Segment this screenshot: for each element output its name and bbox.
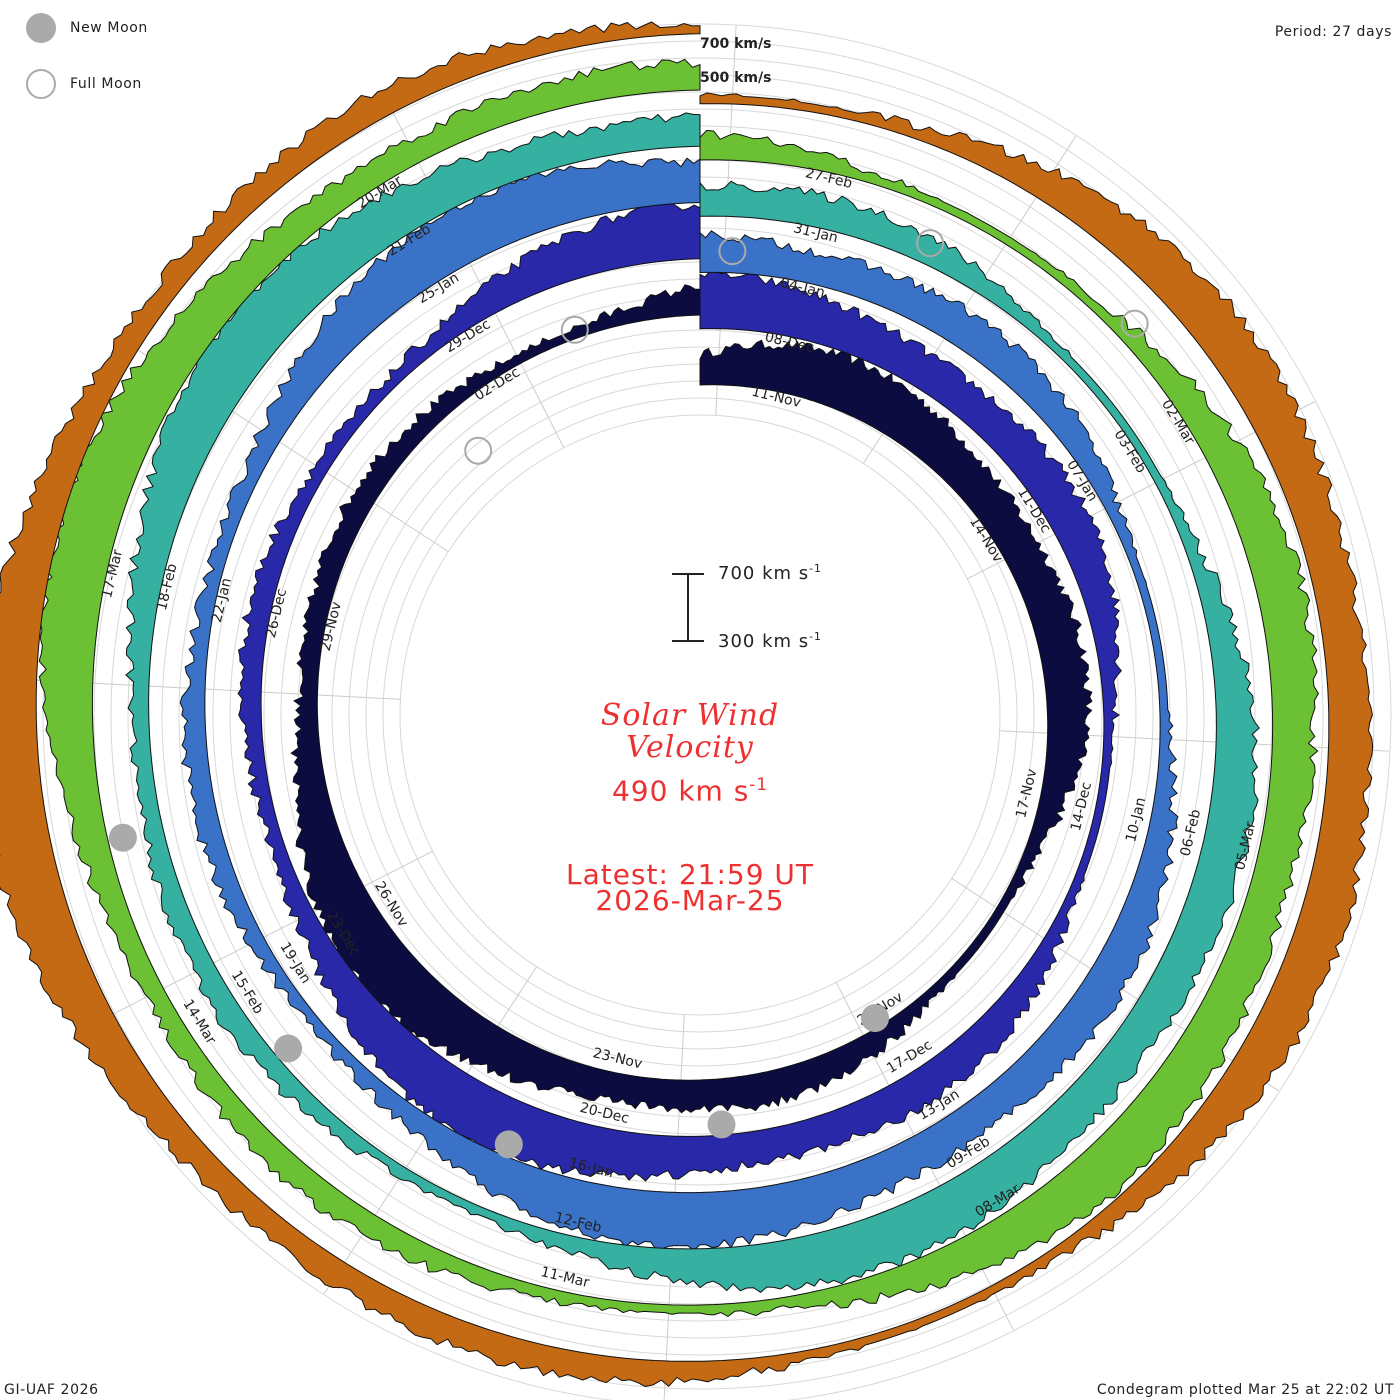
full-moon-marker — [1120, 309, 1149, 338]
rotation-band-4 — [125, 112, 1260, 1294]
latest-date: 2026-Mar-25 — [595, 884, 785, 917]
current-velocity: 490 km s-1 — [611, 774, 769, 808]
outer-scale-lower-label: 500 km/s — [700, 70, 771, 86]
rotation-band-5 — [38, 58, 1319, 1317]
full-moon-marker — [718, 237, 747, 266]
legend-new-moon: New Moon — [26, 13, 148, 43]
scale-bottom-label: 300 km s-1 — [718, 630, 822, 652]
legend-new-moon-label: New Moon — [70, 20, 148, 36]
date-label: 06-Feb — [1178, 808, 1205, 858]
period-label: Period: 27 days — [1274, 24, 1392, 40]
new-moon-marker — [861, 1004, 889, 1033]
new-moon-marker — [494, 1130, 523, 1159]
new-moon-marker — [707, 1110, 736, 1139]
date-label: 17-Nov — [1013, 767, 1040, 820]
new-moon-icon — [26, 13, 56, 43]
rotation-band-6 — [0, 21, 1374, 1388]
date-label: 11-Mar — [539, 1264, 591, 1291]
grid-circle — [399, 414, 1001, 1016]
grid-circle — [382, 397, 1018, 1033]
velocity-scale-bar — [672, 573, 704, 642]
chart-title-line2: Velocity — [626, 730, 754, 765]
full-moon-marker — [916, 229, 945, 258]
moon-layer — [108, 229, 1149, 1159]
legend-full-moon-label: Full Moon — [70, 76, 142, 92]
footer-credit: GI-UAF 2026 — [4, 1382, 99, 1398]
latest-time: Latest: 21:59 UT — [565, 858, 815, 891]
ring-layer — [0, 21, 1374, 1388]
grid-spoke — [715, 25, 737, 416]
scale-top-label: 700 km s-1 — [718, 562, 822, 584]
legend-full-moon: Full Moon — [26, 69, 142, 99]
new-moon-marker — [274, 1034, 303, 1063]
footer-plotted-time: Condegram plotted Mar 25 at 22:02 UT — [1096, 1382, 1394, 1398]
chart-title-line1: Solar Wind — [600, 698, 780, 733]
full-moon-marker — [464, 436, 493, 465]
full-moon-marker — [560, 315, 589, 344]
outer-scale-upper-label: 700 km/s — [700, 36, 771, 52]
new-moon-marker — [108, 823, 137, 852]
date-label: 23-Nov — [591, 1045, 644, 1072]
outer-scale: 700 km/s 500 km/s — [700, 36, 771, 86]
full-moon-icon — [26, 69, 56, 99]
